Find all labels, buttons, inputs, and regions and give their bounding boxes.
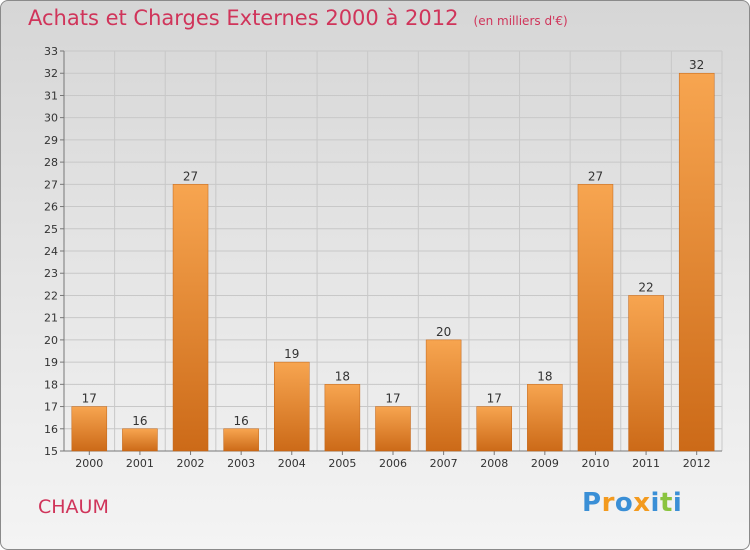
y-tick-label: 18 [44, 378, 58, 391]
y-tick-label: 16 [44, 423, 58, 436]
bar [425, 339, 462, 452]
commune-name: CHAUM [38, 496, 109, 518]
logo-letter: i [650, 488, 660, 518]
y-tick-label: 19 [44, 356, 58, 369]
logo-letter: i [672, 488, 683, 518]
y-tick-label: 15 [44, 445, 58, 458]
chart-title: Achats et Charges Externes 2000 à 2012 (… [28, 6, 568, 30]
bar [476, 406, 512, 452]
y-tick-label: 33 [44, 45, 58, 58]
y-tick-label: 26 [44, 201, 58, 214]
y-tick-label: 32 [44, 67, 58, 80]
x-tick-label: 2007 [430, 457, 458, 470]
y-tick-label: 30 [44, 112, 58, 125]
bar [628, 295, 664, 452]
bar-value-label: 22 [638, 280, 653, 294]
bar-value-label: 18 [335, 369, 350, 383]
bar-value-label: 17 [487, 392, 502, 406]
proxiti-logo: Proxiti [582, 488, 682, 518]
x-tick-label: 2012 [683, 457, 711, 470]
logo-letter: o [614, 488, 634, 518]
logo-letter: r [601, 488, 615, 518]
bar [172, 184, 209, 452]
x-tick-label: 2003 [227, 457, 255, 470]
x-tick-label: 2005 [328, 457, 356, 470]
bar-value-label: 19 [284, 347, 299, 361]
bar-value-label: 20 [436, 325, 451, 339]
bar [274, 361, 310, 452]
y-tick-label: 29 [44, 134, 58, 147]
logo-letter: P [582, 488, 602, 518]
x-tick-label: 2006 [379, 457, 407, 470]
bar-value-label: 27 [183, 169, 198, 183]
x-tick-label: 2008 [480, 457, 508, 470]
bar-value-label: 27 [588, 169, 603, 183]
logo-letter: x [633, 488, 651, 518]
bar [122, 428, 158, 452]
x-tick-label: 2001 [126, 457, 154, 470]
x-tick-label: 2004 [278, 457, 306, 470]
bar-value-label: 17 [82, 392, 97, 406]
y-tick-label: 21 [44, 312, 58, 325]
y-tick-label: 17 [44, 401, 58, 414]
bar-value-label: 17 [385, 392, 400, 406]
bar [223, 428, 259, 452]
bar [527, 384, 563, 452]
bar [324, 384, 361, 452]
x-tick-label: 2009 [531, 457, 559, 470]
bars [71, 72, 715, 452]
y-tick-label: 20 [44, 334, 58, 347]
y-tick-label: 22 [44, 289, 58, 302]
axes: 15 16 17 18 19 20 21 22 23 24 25 26 27 28 29 30 31 32 33 20… [44, 45, 722, 470]
y-tick-label: 24 [44, 245, 58, 258]
bar-value-label: 18 [537, 369, 552, 383]
x-tick-label: 2000 [75, 457, 103, 470]
bar-value-label: 16 [132, 414, 147, 428]
bar-value-label: 16 [234, 414, 249, 428]
x-tick-label: 2002 [177, 457, 205, 470]
chart-title-main: Achats et Charges Externes 2000 à 2012 [28, 6, 459, 30]
y-tick-label: 23 [44, 267, 58, 280]
chart-title-unit: (en milliers d'€) [473, 14, 568, 28]
bar [577, 184, 614, 452]
bar [71, 406, 108, 452]
y-tick-label: 27 [44, 178, 58, 191]
x-tick-label: 2010 [581, 457, 609, 470]
y-tick-label: 25 [44, 223, 58, 236]
y-tick-label: 31 [44, 89, 58, 102]
data-labels: 17 16 27 16 19 18 17 20 17 18 27 22 32 [82, 58, 705, 428]
y-tick-label: 28 [44, 156, 58, 169]
logo-letter: t [659, 488, 673, 518]
bar [678, 72, 715, 452]
bar [375, 406, 411, 452]
x-tick-label: 2011 [632, 457, 660, 470]
bar-value-label: 32 [689, 58, 704, 72]
